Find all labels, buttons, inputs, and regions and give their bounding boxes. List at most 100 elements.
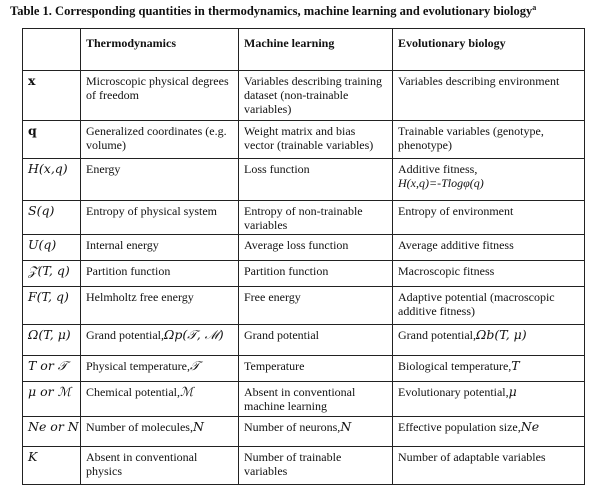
thermo-text: Number of molecules, <box>86 420 193 435</box>
symbol: Ne or N <box>28 419 79 435</box>
thermo-cell: Helmholtz free energy <box>80 286 239 326</box>
symbol: μ or ℳ <box>28 384 71 400</box>
symbol: H(x,q) <box>28 161 68 176</box>
table-row: q Generalized coordinates (e.g. volume) … <box>22 120 585 159</box>
thermo-cell: Entropy of physical system <box>80 199 239 236</box>
header-machine-learning: Machine learning <box>238 28 393 71</box>
symbol-cell: μ or ℳ <box>22 381 81 418</box>
thermo-text: Chemical potential, <box>86 385 180 400</box>
ml-cell: Variables describing training dataset (n… <box>238 70 393 121</box>
symbol: 𝒵(T, q) <box>28 263 70 279</box>
table-row: Ne or N Number of molecules,N Number of … <box>22 416 585 448</box>
evo-formula: H(x,q)=-Tlogφ(q) <box>398 176 484 191</box>
symbol-cell: T or 𝒯 <box>22 355 81 383</box>
table-row: S(q) Entropy of physical system Entropy … <box>22 199 585 236</box>
evo-cell: Additive fitness, H(x,q)=-Tlogφ(q) <box>392 158 585 201</box>
thermo-cell: Physical temperature,𝒯 <box>80 355 239 383</box>
table-row: T or 𝒯 Physical temperature,𝒯 Temperatur… <box>22 355 585 383</box>
ml-cell: Loss function <box>238 158 393 201</box>
symbol: K <box>28 449 38 465</box>
table-row: U(q) Internal energy Average loss functi… <box>22 234 585 262</box>
evo-text: Evolutionary potential, <box>398 385 509 400</box>
evo-cell: Evolutionary potential,μ <box>392 381 585 418</box>
thermo-cell: Grand potential,Ωp(𝒯, ℳ) <box>80 324 239 357</box>
evo-cell: Average additive fitness <box>392 234 585 262</box>
header-evolutionary-biology: Evolutionary biology <box>392 28 585 71</box>
evo-formula: Ωb(T, μ) <box>475 327 527 343</box>
header-thermodynamics: Thermodynamics <box>80 28 239 71</box>
evo-cell: Macroscopic fitness <box>392 260 585 288</box>
evo-cell: Entropy of environment <box>392 199 585 236</box>
evo-cell: Number of adaptable variables <box>392 446 585 485</box>
header-symbol <box>22 28 81 71</box>
table-row: K Absent in conventional physics Number … <box>22 446 585 485</box>
symbol: Ω(T, μ) <box>28 327 71 343</box>
ml-cell: Grand potential <box>238 324 393 357</box>
evo-formula: Ne <box>520 419 540 435</box>
thermo-formula: 𝒯 <box>189 358 200 374</box>
evo-text: Effective population size, <box>398 420 521 435</box>
thermo-formula: N <box>192 419 204 435</box>
ml-cell: Free energy <box>238 286 393 326</box>
thermo-cell: Chemical potential,ℳ <box>80 381 239 418</box>
evo-text: Grand potential, <box>398 328 476 343</box>
ml-cell: Number of neurons,N <box>238 416 393 448</box>
symbol-cell: x <box>22 70 81 121</box>
evo-cell: Trainable variables (genotype, phenotype… <box>392 120 585 159</box>
thermo-cell: Energy <box>80 158 239 201</box>
evo-cell: Variables describing environment <box>392 70 585 121</box>
ml-cell: Absent in conventional machine learning <box>238 381 393 418</box>
evo-formula: T <box>511 358 520 374</box>
thermo-text: Physical temperature, <box>86 359 190 374</box>
evo-text: Biological temperature, <box>398 359 512 374</box>
evo-text: Additive fitness, <box>398 162 478 176</box>
thermo-cell: Internal energy <box>80 234 239 262</box>
table-row: 𝒵(T, q) Partition function Partition fun… <box>22 260 585 288</box>
symbol-cell: K <box>22 446 81 485</box>
thermo-formula: Ωp(𝒯, ℳ) <box>163 327 224 343</box>
table-row: Ω(T, μ) Grand potential,Ωp(𝒯, ℳ) Grand p… <box>22 324 585 357</box>
caption-text: Table 1. Corresponding quantities in the… <box>10 4 533 19</box>
thermo-text: Grand potential, <box>86 328 164 343</box>
caption-footnote-mark: a <box>532 3 537 12</box>
ml-cell: Number of trainable variables <box>238 446 393 485</box>
symbol: U(q) <box>28 237 57 253</box>
symbol-cell: 𝒵(T, q) <box>22 260 81 288</box>
table-row: μ or ℳ Chemical potential,ℳ Absent in co… <box>22 381 585 418</box>
ml-cell: Temperature <box>238 355 393 383</box>
evo-formula: μ <box>508 384 517 400</box>
ml-text: Number of neurons, <box>244 420 341 435</box>
thermo-formula: ℳ <box>179 384 194 400</box>
symbol-cell: Ne or N <box>22 416 81 448</box>
symbol: S(q) <box>28 203 55 218</box>
evo-cell: Adaptive potential (macroscopic additive… <box>392 286 585 326</box>
symbol: x <box>28 73 36 88</box>
quantities-table: Thermodynamics Machine learning Evolutio… <box>22 28 585 485</box>
symbol: q <box>28 123 37 138</box>
symbol-cell: F(T, q) <box>22 286 81 326</box>
symbol: F(T, q) <box>28 289 69 305</box>
evo-cell: Biological temperature,T <box>392 355 585 383</box>
table-row: H(x,q) Energy Loss function Additive fit… <box>22 158 585 201</box>
ml-cell: Weight matrix and bias vector (trainable… <box>238 120 393 159</box>
evo-cell: Grand potential,Ωb(T, μ) <box>392 324 585 357</box>
ml-cell: Average loss function <box>238 234 393 262</box>
table-caption: Table 1. Corresponding quantities in the… <box>10 3 536 19</box>
thermo-cell: Absent in conventional physics <box>80 446 239 485</box>
ml-cell: Partition function <box>238 260 393 288</box>
table-header: Thermodynamics Machine learning Evolutio… <box>22 28 585 71</box>
ml-cell: Entropy of non-trainable variables <box>238 199 393 236</box>
thermo-cell: Partition function <box>80 260 239 288</box>
table-row: F(T, q) Helmholtz free energy Free energ… <box>22 286 585 326</box>
symbol-cell: S(q) <box>22 199 81 236</box>
evo-cell: Effective population size,Ne <box>392 416 585 448</box>
ml-formula: N <box>340 419 352 435</box>
thermo-cell: Number of molecules,N <box>80 416 239 448</box>
header-row: Thermodynamics Machine learning Evolutio… <box>22 28 585 71</box>
symbol-cell: U(q) <box>22 234 81 262</box>
symbol: T or 𝒯 <box>28 358 68 374</box>
thermo-cell: Microscopic physical degrees of freedom <box>80 70 239 121</box>
thermo-cell: Generalized coordinates (e.g. volume) <box>80 120 239 159</box>
symbol-cell: Ω(T, μ) <box>22 324 81 357</box>
symbol-cell: H(x,q) <box>22 158 81 201</box>
